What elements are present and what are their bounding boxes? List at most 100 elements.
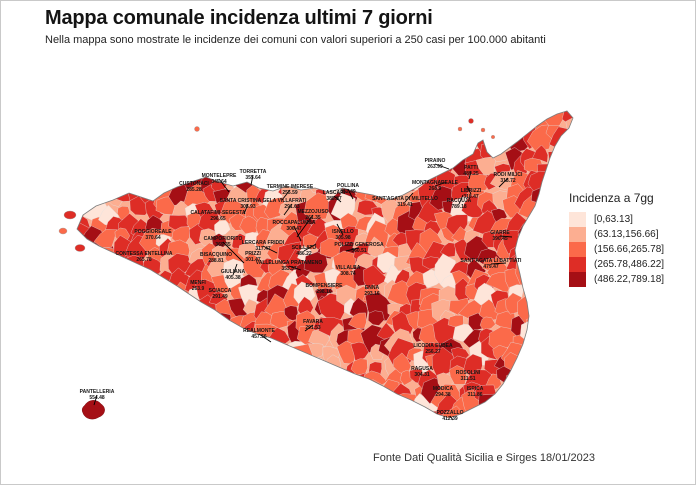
commune-shape [524, 339, 550, 369]
commune-shape [104, 87, 118, 103]
commune-shape [158, 368, 177, 386]
commune-shape [92, 247, 117, 271]
commune-shape [371, 155, 402, 185]
leader-line [222, 241, 245, 264]
commune-shape [536, 353, 562, 385]
commune-shape [84, 156, 110, 182]
commune-shape [348, 404, 370, 418]
commune-shape [440, 138, 456, 155]
commune-shape [90, 274, 109, 293]
commune-shape [549, 369, 572, 389]
commune-shape [556, 376, 573, 405]
commune-label: LASCARI 388.87 [323, 190, 346, 202]
commune-label: SANTA CRISTINA GELA 305.93 [220, 198, 277, 210]
commune-shape [411, 116, 430, 135]
commune-shape [278, 397, 302, 418]
commune-shape [308, 84, 329, 106]
commune-shape [532, 144, 549, 163]
commune-shape [251, 352, 279, 381]
commune-shape [272, 367, 287, 383]
commune-shape [535, 281, 556, 305]
commune-label: TERMINE IMERESE 255.59 [267, 184, 314, 196]
commune-shape [107, 131, 123, 150]
commune-shape [430, 111, 446, 122]
leader-line [293, 225, 302, 242]
commune-shape [211, 372, 237, 394]
commune-shape [533, 343, 554, 359]
commune-shape [77, 111, 79, 124]
commune-shape [442, 95, 457, 109]
commune-shape [112, 313, 133, 335]
commune-shape [80, 111, 104, 127]
commune-shape [435, 122, 453, 136]
commune-shape [445, 111, 471, 126]
commune-shape [77, 344, 79, 367]
commune-shape [370, 396, 390, 416]
sicily-outline [76, 110, 574, 419]
commune-shape [271, 88, 292, 110]
commune-shape [555, 330, 573, 351]
leader-line [458, 194, 464, 205]
commune-shape [565, 323, 573, 348]
commune-shape [77, 111, 81, 114]
commune-shape [173, 383, 193, 397]
commune-shape [77, 265, 89, 291]
commune-shape [77, 372, 82, 394]
island-pantelleria [81, 400, 105, 420]
leader-line [243, 203, 249, 215]
commune-shape [89, 332, 105, 349]
commune-shape [364, 148, 384, 170]
commune-label: MENFI 263.9 [190, 280, 206, 292]
leader-line [333, 195, 342, 203]
commune-shape [414, 111, 433, 126]
commune-shape [212, 115, 232, 135]
commune-shape [223, 111, 243, 112]
commune-shape [85, 125, 108, 152]
commune-shape [566, 315, 573, 336]
commune-shape [468, 173, 491, 193]
commune-shape [160, 335, 186, 363]
commune-shape [144, 389, 158, 402]
commune-shape [498, 388, 518, 405]
commune-shape [152, 303, 183, 331]
commune-shape [183, 369, 212, 399]
commune-shape [546, 252, 571, 280]
commune-shape [142, 364, 173, 396]
commune-shape [77, 251, 80, 274]
commune-shape [141, 299, 163, 318]
commune-shape [77, 392, 82, 415]
commune-shape [78, 134, 95, 148]
commune-shape [84, 356, 107, 382]
commune-shape [268, 394, 296, 418]
commune-label: RACCUJA 789.18 [447, 198, 472, 210]
commune-shape [227, 368, 245, 382]
commune-shape [84, 114, 107, 139]
commune-shape [547, 151, 568, 166]
commune-shape [414, 123, 445, 153]
commune-shape [320, 117, 339, 140]
commune-shape [352, 130, 372, 151]
commune-shape [147, 111, 162, 118]
commune-shape [85, 307, 112, 336]
commune-shape [77, 181, 95, 206]
commune-shape [170, 393, 197, 417]
commune-shape [116, 345, 135, 366]
commune-shape [534, 225, 553, 246]
commune-shape [312, 137, 329, 153]
commune-shape [126, 287, 150, 308]
commune-shape [381, 122, 399, 138]
commune-shape [283, 120, 300, 139]
commune-shape [350, 380, 369, 406]
commune-label: CALATAFIMI-SEGESTA 296.65 [191, 210, 246, 222]
commune-shape [88, 90, 109, 107]
commune-shape [59, 289, 73, 304]
commune-shape [185, 111, 207, 120]
commune-shape [195, 406, 222, 418]
commune-shape [311, 111, 331, 122]
commune-shape [244, 372, 262, 389]
commune-shape [378, 132, 398, 150]
commune-shape [522, 351, 548, 378]
commune-shape [395, 111, 419, 114]
commune-shape [188, 145, 212, 172]
